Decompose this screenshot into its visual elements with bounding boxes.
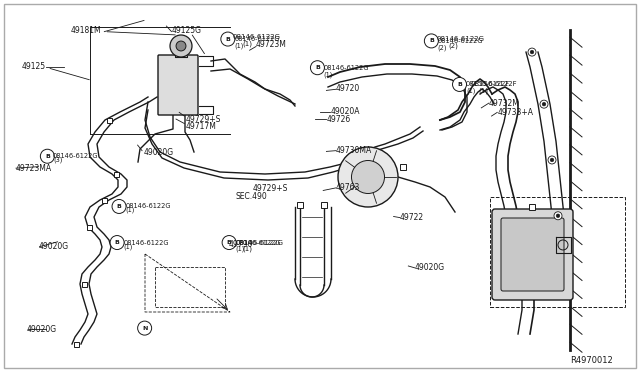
FancyBboxPatch shape	[86, 224, 92, 230]
Text: 08146-6122G: 08146-6122G	[236, 240, 281, 246]
FancyBboxPatch shape	[81, 282, 86, 286]
Circle shape	[530, 50, 534, 54]
Text: 49020G: 49020G	[27, 325, 57, 334]
FancyBboxPatch shape	[492, 209, 573, 300]
Text: B: B	[429, 38, 434, 44]
Text: 08156-6122F: 08156-6122F	[470, 81, 517, 87]
FancyBboxPatch shape	[321, 202, 327, 208]
Text: 08146-6122G: 08146-6122G	[436, 36, 484, 42]
Text: B: B	[116, 204, 122, 209]
Circle shape	[452, 77, 467, 92]
Text: B: B	[225, 36, 230, 42]
Text: 49733+A: 49733+A	[497, 108, 533, 117]
Text: 49181M: 49181M	[70, 26, 101, 35]
Text: 49720: 49720	[336, 84, 360, 93]
Circle shape	[40, 149, 54, 163]
Text: 08146-6122G: 08146-6122G	[233, 34, 281, 40]
Text: N: N	[142, 326, 147, 331]
Text: 49723M: 49723M	[256, 40, 287, 49]
Text: 49717M: 49717M	[186, 122, 216, 131]
Circle shape	[424, 34, 438, 48]
Text: B: B	[45, 154, 50, 159]
Text: (3): (3)	[53, 157, 63, 163]
Text: R4970012: R4970012	[570, 356, 613, 365]
Text: B: B	[315, 65, 320, 70]
Text: (1): (1)	[242, 41, 252, 47]
Text: 49125: 49125	[22, 62, 46, 71]
FancyBboxPatch shape	[106, 118, 111, 122]
Text: 49729+S: 49729+S	[186, 115, 221, 124]
Text: 49726: 49726	[326, 115, 351, 124]
Circle shape	[556, 214, 560, 218]
Text: 49730MA: 49730MA	[336, 146, 372, 155]
FancyBboxPatch shape	[400, 164, 406, 170]
Circle shape	[310, 61, 324, 75]
Circle shape	[222, 235, 236, 250]
Text: 08146-6122G: 08146-6122G	[234, 36, 280, 42]
Circle shape	[338, 147, 398, 207]
Text: (1): (1)	[124, 243, 133, 250]
Text: (2): (2)	[448, 42, 458, 49]
Circle shape	[550, 158, 554, 162]
Text: 08146-6122G: 08146-6122G	[124, 240, 169, 246]
Circle shape	[548, 156, 556, 164]
Circle shape	[170, 35, 192, 57]
Text: 08146-6122G: 08146-6122G	[438, 38, 483, 44]
Text: 49763: 49763	[336, 183, 360, 192]
Text: 49790: 49790	[229, 240, 253, 249]
Circle shape	[176, 41, 186, 51]
Circle shape	[112, 199, 126, 214]
FancyBboxPatch shape	[158, 55, 198, 115]
Text: 49020G: 49020G	[38, 242, 68, 251]
Text: 49723MA: 49723MA	[15, 164, 51, 173]
Text: SEC.490: SEC.490	[236, 192, 268, 201]
FancyBboxPatch shape	[297, 202, 303, 208]
Text: B: B	[457, 82, 462, 87]
FancyBboxPatch shape	[113, 171, 118, 176]
FancyBboxPatch shape	[529, 204, 536, 210]
Text: 49729+S: 49729+S	[253, 184, 288, 193]
Text: (2): (2)	[438, 44, 447, 51]
Text: 08146-6122G: 08146-6122G	[125, 203, 171, 209]
Text: B: B	[227, 240, 232, 245]
Text: 49732M: 49732M	[489, 99, 520, 108]
Text: 49020G: 49020G	[415, 263, 445, 272]
Text: (1): (1)	[234, 42, 244, 49]
Circle shape	[351, 160, 385, 193]
Text: 08146-6122G: 08146-6122G	[53, 153, 99, 159]
Text: (1): (1)	[324, 71, 333, 78]
Circle shape	[110, 235, 124, 250]
FancyBboxPatch shape	[501, 218, 564, 291]
Text: (1): (1)	[479, 87, 489, 94]
Circle shape	[554, 212, 562, 220]
Text: 08156-6122F: 08156-6122F	[466, 81, 510, 87]
Text: B: B	[115, 240, 120, 245]
Circle shape	[221, 32, 235, 46]
Text: 49020G: 49020G	[144, 148, 174, 157]
Text: (1): (1)	[466, 88, 476, 94]
Text: 49722: 49722	[400, 213, 424, 222]
Circle shape	[138, 321, 152, 335]
Text: 08146-6122G: 08146-6122G	[236, 240, 284, 246]
Text: (1): (1)	[125, 207, 135, 214]
Text: 08146-6122G: 08146-6122G	[324, 65, 369, 71]
Text: 49020A: 49020A	[330, 107, 360, 116]
Circle shape	[528, 48, 536, 56]
FancyBboxPatch shape	[74, 341, 79, 346]
Circle shape	[540, 100, 548, 108]
FancyBboxPatch shape	[102, 198, 106, 202]
Text: (1): (1)	[242, 246, 252, 253]
Text: (1): (1)	[236, 246, 245, 253]
Circle shape	[542, 102, 546, 106]
Text: 49125G: 49125G	[172, 26, 202, 35]
